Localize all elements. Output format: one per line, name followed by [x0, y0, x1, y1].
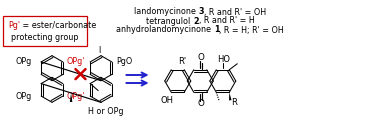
Text: OH: OH [161, 96, 174, 105]
Text: protecting group: protecting group [11, 32, 79, 42]
Text: OPg': OPg' [67, 92, 85, 101]
Text: , R = H; R' = OH: , R = H; R' = OH [219, 26, 284, 34]
Text: O: O [198, 53, 205, 62]
Text: I: I [98, 46, 100, 55]
Text: = ester/carbonate: = ester/carbonate [20, 20, 96, 29]
Text: anhydrolandomycinone: anhydrolandomycinone [116, 26, 214, 34]
Text: OPg: OPg [15, 57, 31, 66]
Text: O: O [198, 100, 205, 108]
Text: 2: 2 [193, 17, 198, 26]
Text: HO: HO [217, 54, 230, 64]
Text: 3: 3 [199, 7, 204, 17]
Bar [3, 16, 87, 46]
Text: 1: 1 [214, 26, 219, 34]
Text: Pg': Pg' [8, 20, 20, 29]
Text: , R and R' = H: , R and R' = H [198, 17, 254, 26]
Text: , R and R' = OH: , R and R' = OH [204, 7, 266, 17]
Text: OPg': OPg' [67, 57, 85, 66]
Text: OPg: OPg [15, 92, 31, 101]
Text: PgO: PgO [116, 57, 133, 66]
Text: tetrangulol: tetrangulol [146, 17, 193, 26]
Polygon shape [70, 93, 72, 102]
Text: R: R [231, 98, 237, 107]
Text: R': R' [178, 57, 186, 66]
Text: H or OPg: H or OPg [88, 107, 124, 116]
Polygon shape [229, 92, 232, 100]
Text: landomycinone: landomycinone [134, 7, 199, 17]
